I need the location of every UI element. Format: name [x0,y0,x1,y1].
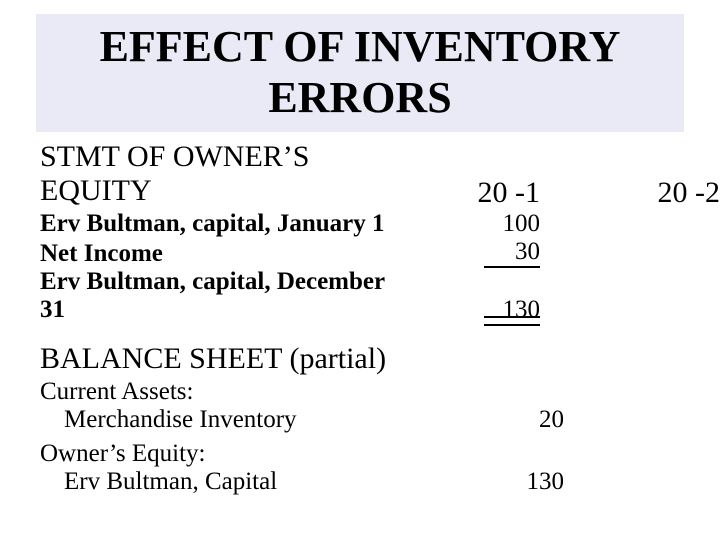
equity-row-begin-label: Erv Bultman, capital, January 1 [40,210,400,238]
equity-row-netincome-label: Net Income [40,240,400,268]
section-header-equity: STMT OF OWNER’S EQUITY [40,140,400,208]
col-header-1: 20 -1 [400,176,580,210]
equity-row-netincome-val1: 30 [484,238,540,268]
title-bar: EFFECT OF INVENTORY ERRORS [36,14,684,132]
slide-title: EFFECT OF INVENTORY ERRORS [36,22,684,123]
equity-row-begin-val1: 100 [484,210,540,238]
balance-current-assets-label: Current Assets: [40,378,400,406]
balance-merch-inv-val1: 20 [508,406,564,434]
equity-row-end-label: Erv Bultman, capital, December 31 [40,268,400,324]
balance-erv-capital-label: Erv Bultman, Capital [40,468,424,496]
balance-erv-capital-val1: 130 [508,468,564,496]
col-header-2: 20 -2 [580,176,720,210]
section-header-balance: BALANCE SHEET (partial) [40,342,400,376]
balance-merch-inv-label: Merchandise Inventory [40,406,424,434]
slide: EFFECT OF INVENTORY ERRORS STMT OF OWNER… [0,0,720,540]
balance-owner-equity-label: Owner’s Equity: [40,440,400,468]
equity-row-end-val1: 130 [484,296,540,324]
slide-body: STMT OF OWNER’S EQUITY 20 -1 20 -2 Erv B… [40,140,680,496]
